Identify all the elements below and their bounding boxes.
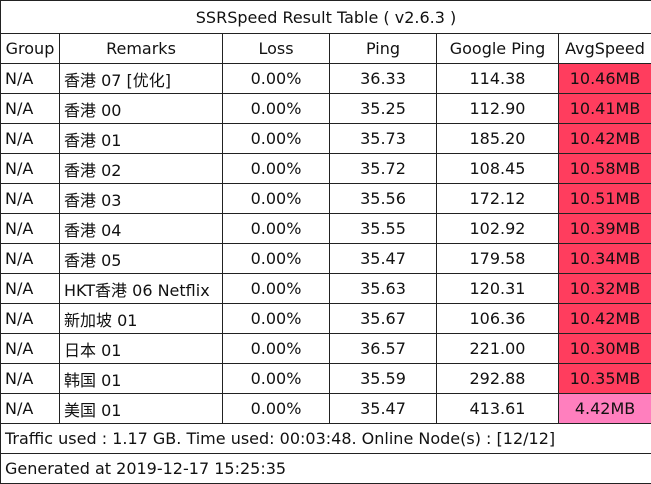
cell-google-ping: 114.38 xyxy=(437,64,559,94)
cell-ping: 35.59 xyxy=(330,364,437,394)
cell-loss: 0.00% xyxy=(223,274,330,304)
cell-group: N/A xyxy=(1,274,60,304)
cell-remarks: 香港 05 xyxy=(60,244,223,274)
header-group: Group xyxy=(1,34,60,64)
cell-ping: 35.56 xyxy=(330,184,437,214)
cell-avg-speed: 10.42MB xyxy=(559,304,651,334)
cell-avg-speed: 10.30MB xyxy=(559,334,651,364)
cell-ping: 35.73 xyxy=(330,124,437,154)
cell-group: N/A xyxy=(1,304,60,334)
cell-remarks: HKT香港 06 Netflix xyxy=(60,274,223,304)
cell-remarks: 香港 04 xyxy=(60,214,223,244)
cell-avg-speed: 10.41MB xyxy=(559,94,651,124)
cell-group: N/A xyxy=(1,244,60,274)
cell-avg-speed: 10.58MB xyxy=(559,154,651,184)
cell-group: N/A xyxy=(1,394,60,424)
cell-group: N/A xyxy=(1,94,60,124)
header-loss: Loss xyxy=(223,34,330,64)
cell-loss: 0.00% xyxy=(223,244,330,274)
generated-timestamp: Generated at 2019-12-17 15:25:35 xyxy=(1,454,651,484)
cell-loss: 0.00% xyxy=(223,364,330,394)
header-avg-speed: AvgSpeed xyxy=(559,34,651,64)
cell-ping: 35.67 xyxy=(330,304,437,334)
cell-avg-speed: 10.42MB xyxy=(559,124,651,154)
header-google-ping: Google Ping xyxy=(437,34,559,64)
cell-loss: 0.00% xyxy=(223,334,330,364)
cell-avg-speed: 4.42MB xyxy=(559,394,651,424)
header-remarks: Remarks xyxy=(60,34,223,64)
cell-google-ping: 179.58 xyxy=(437,244,559,274)
cell-avg-speed: 10.51MB xyxy=(559,184,651,214)
cell-avg-speed: 10.39MB xyxy=(559,214,651,244)
header-ping: Ping xyxy=(330,34,437,64)
cell-remarks: 香港 00 xyxy=(60,94,223,124)
cell-google-ping: 106.36 xyxy=(437,304,559,334)
cell-remarks: 新加坡 01 xyxy=(60,304,223,334)
cell-google-ping: 292.88 xyxy=(437,364,559,394)
cell-google-ping: 102.92 xyxy=(437,214,559,244)
cell-group: N/A xyxy=(1,124,60,154)
cell-loss: 0.00% xyxy=(223,394,330,424)
cell-avg-speed: 10.34MB xyxy=(559,244,651,274)
cell-loss: 0.00% xyxy=(223,184,330,214)
table-title: SSRSpeed Result Table ( v2.6.3 ) xyxy=(1,1,651,34)
cell-remarks: 香港 02 xyxy=(60,154,223,184)
cell-google-ping: 221.00 xyxy=(437,334,559,364)
cell-google-ping: 112.90 xyxy=(437,94,559,124)
cell-remarks: 香港 03 xyxy=(60,184,223,214)
cell-remarks: 日本 01 xyxy=(60,334,223,364)
cell-loss: 0.00% xyxy=(223,214,330,244)
cell-ping: 36.33 xyxy=(330,64,437,94)
cell-group: N/A xyxy=(1,64,60,94)
cell-google-ping: 120.31 xyxy=(437,274,559,304)
cell-group: N/A xyxy=(1,214,60,244)
cell-loss: 0.00% xyxy=(223,64,330,94)
cell-group: N/A xyxy=(1,154,60,184)
header-row: Group Remarks Loss Ping Google Ping AvgS… xyxy=(1,34,651,64)
cell-group: N/A xyxy=(1,364,60,394)
cell-avg-speed: 10.46MB xyxy=(559,64,651,94)
cell-group: N/A xyxy=(1,334,60,364)
cell-remarks: 韩国 01 xyxy=(60,364,223,394)
cell-avg-speed: 10.35MB xyxy=(559,364,651,394)
cell-ping: 35.47 xyxy=(330,394,437,424)
cell-ping: 35.47 xyxy=(330,244,437,274)
cell-google-ping: 185.20 xyxy=(437,124,559,154)
cell-loss: 0.00% xyxy=(223,124,330,154)
cell-ping: 35.25 xyxy=(330,94,437,124)
cell-ping: 35.63 xyxy=(330,274,437,304)
traffic-summary: Traffic used : 1.17 GB. Time used: 00:03… xyxy=(1,424,651,454)
cell-google-ping: 108.45 xyxy=(437,154,559,184)
cell-remarks: 香港 07 [优化] xyxy=(60,64,223,94)
cell-group: N/A xyxy=(1,184,60,214)
cell-ping: 36.57 xyxy=(330,334,437,364)
cell-loss: 0.00% xyxy=(223,304,330,334)
cell-google-ping: 413.61 xyxy=(437,394,559,424)
cell-google-ping: 172.12 xyxy=(437,184,559,214)
cell-loss: 0.00% xyxy=(223,154,330,184)
cell-ping: 35.72 xyxy=(330,154,437,184)
cell-remarks: 香港 01 xyxy=(60,124,223,154)
cell-avg-speed: 10.32MB xyxy=(559,274,651,304)
cell-ping: 35.55 xyxy=(330,214,437,244)
cell-remarks: 美国 01 xyxy=(60,394,223,424)
cell-loss: 0.00% xyxy=(223,94,330,124)
